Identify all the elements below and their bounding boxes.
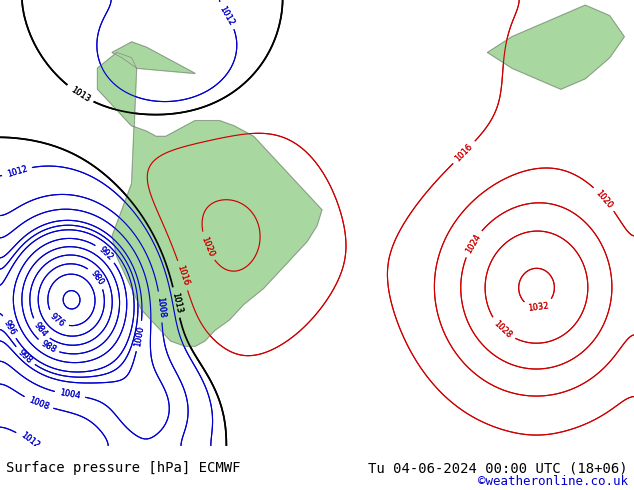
Text: 1024: 1024 (463, 232, 482, 255)
Text: 1016: 1016 (175, 264, 190, 287)
Text: 1013: 1013 (68, 85, 91, 103)
Text: 980: 980 (89, 269, 105, 287)
Text: 1028: 1028 (492, 319, 514, 340)
Text: 1032: 1032 (527, 301, 550, 313)
Text: 988: 988 (39, 340, 58, 355)
Text: 996: 996 (1, 318, 17, 336)
Text: 998: 998 (16, 347, 34, 365)
Text: 1004: 1004 (59, 389, 81, 401)
Text: 1008: 1008 (155, 296, 166, 318)
Text: ©weatheronline.co.uk: ©weatheronline.co.uk (477, 475, 628, 488)
Text: 992: 992 (97, 245, 115, 262)
Polygon shape (112, 42, 195, 74)
Text: 998: 998 (16, 347, 34, 365)
Text: 988: 988 (39, 340, 58, 355)
Text: 976: 976 (48, 312, 67, 329)
Polygon shape (98, 52, 322, 346)
Text: 1000: 1000 (133, 325, 146, 347)
Polygon shape (112, 42, 195, 74)
Text: 1028: 1028 (492, 319, 514, 340)
Text: 1012: 1012 (6, 164, 29, 179)
Text: Tu 04-06-2024 00:00 UTC (18+06): Tu 04-06-2024 00:00 UTC (18+06) (368, 462, 628, 475)
Text: Surface pressure [hPa] ECMWF: Surface pressure [hPa] ECMWF (6, 462, 241, 475)
Text: 1020: 1020 (594, 188, 614, 210)
Text: 984: 984 (32, 320, 49, 339)
Text: 1008: 1008 (27, 395, 50, 412)
Text: 1012: 1012 (18, 430, 41, 450)
Text: 1012: 1012 (6, 164, 29, 179)
Text: 1012: 1012 (217, 4, 236, 27)
Text: 1016: 1016 (453, 142, 475, 163)
Text: 1013: 1013 (68, 85, 91, 103)
Polygon shape (488, 5, 624, 89)
Polygon shape (488, 5, 624, 89)
Text: 1020: 1020 (199, 235, 216, 258)
Text: 1016: 1016 (175, 264, 190, 287)
Text: 980: 980 (89, 269, 105, 287)
Text: 996: 996 (1, 318, 17, 336)
Text: 1013: 1013 (170, 291, 183, 314)
Text: 1004: 1004 (59, 389, 81, 401)
Text: 1008: 1008 (27, 395, 50, 412)
Text: 1008: 1008 (155, 296, 166, 318)
Text: 1020: 1020 (199, 235, 216, 258)
Polygon shape (98, 52, 322, 346)
Text: 1016: 1016 (453, 142, 475, 163)
Text: 992: 992 (97, 245, 115, 262)
Text: 1020: 1020 (594, 188, 614, 210)
Text: 1024: 1024 (463, 232, 482, 255)
Text: 1012: 1012 (18, 430, 41, 450)
Text: 1012: 1012 (217, 4, 236, 27)
Text: 976: 976 (48, 312, 67, 329)
Text: 984: 984 (32, 320, 49, 339)
Text: 1000: 1000 (133, 325, 146, 347)
Text: 1032: 1032 (527, 301, 550, 313)
Text: 1013: 1013 (170, 291, 183, 314)
